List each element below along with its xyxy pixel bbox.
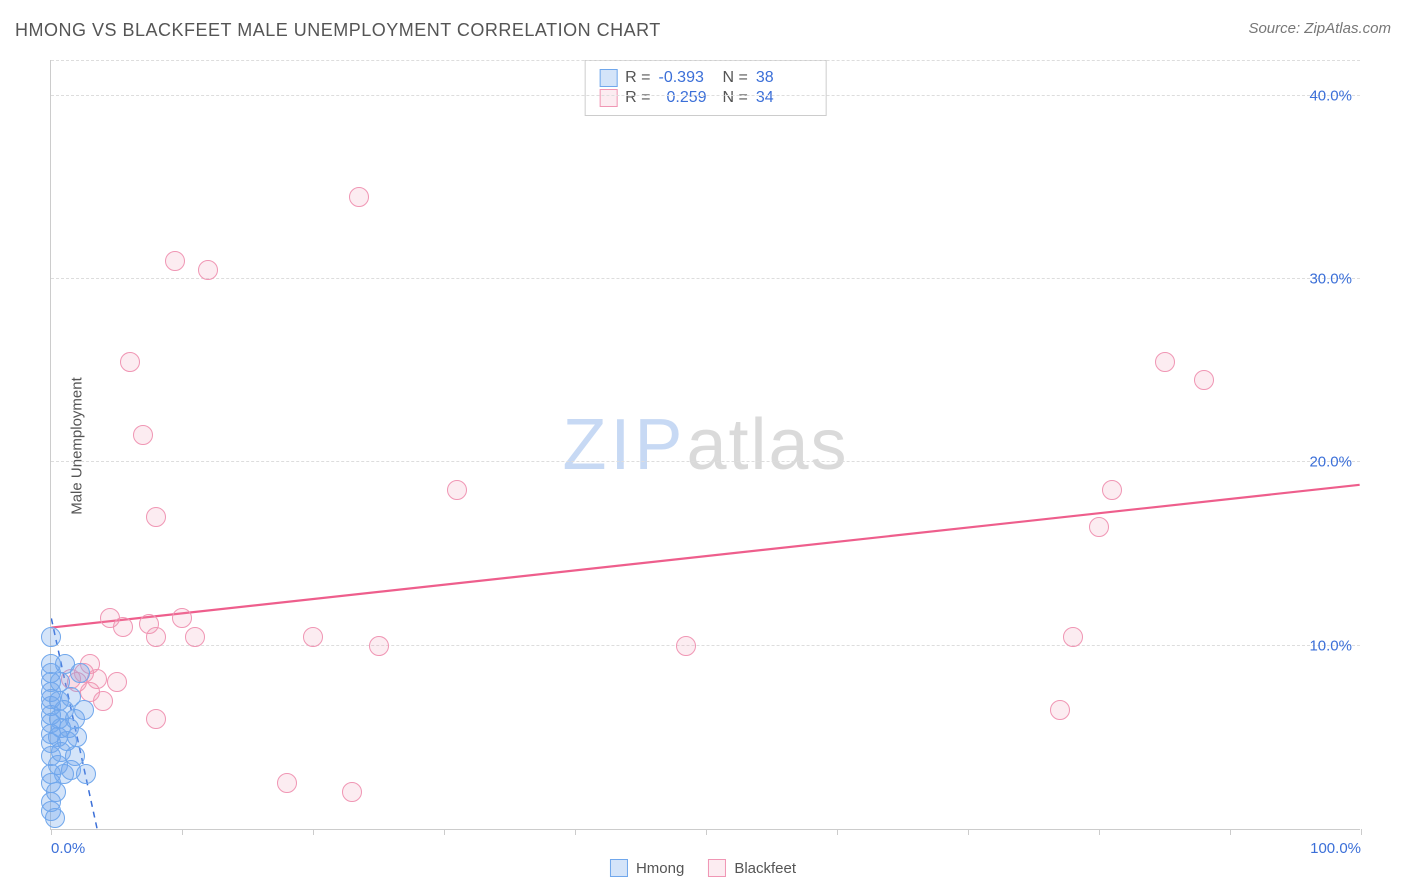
gridline <box>51 645 1360 646</box>
hmong-marker <box>65 746 85 766</box>
gridline <box>51 461 1360 462</box>
x-tick <box>1230 829 1231 835</box>
swatch-hmong-icon <box>610 859 628 877</box>
n-value-hmong: 38 <box>756 69 812 87</box>
x-tick <box>837 829 838 835</box>
x-tick <box>1361 829 1362 835</box>
stats-row-blackfeet: R = 0.259 N = 34 <box>599 89 812 107</box>
blackfeet-marker <box>303 627 323 647</box>
blackfeet-marker <box>146 507 166 527</box>
blackfeet-marker <box>676 636 696 656</box>
blackfeet-marker <box>1063 627 1083 647</box>
blackfeet-marker <box>165 251 185 271</box>
blackfeet-trendline <box>51 485 1359 628</box>
x-tick-label: 100.0% <box>1310 840 1361 857</box>
series-legend: Hmong Blackfeet <box>610 859 796 877</box>
blackfeet-marker <box>146 627 166 647</box>
source-label: Source: ZipAtlas.com <box>1248 20 1391 37</box>
blackfeet-marker <box>113 617 133 637</box>
blackfeet-marker <box>87 669 107 689</box>
n-label: N = <box>723 69 748 87</box>
swatch-hmong-icon <box>599 69 617 87</box>
n-value-blackfeet: 34 <box>756 89 812 107</box>
blackfeet-marker <box>120 352 140 372</box>
blackfeet-marker <box>277 773 297 793</box>
y-tick-label: 10.0% <box>1309 637 1352 654</box>
r-value-blackfeet: 0.259 <box>659 89 715 107</box>
legend-item-blackfeet: Blackfeet <box>708 859 796 877</box>
blackfeet-marker <box>198 260 218 280</box>
x-tick <box>706 829 707 835</box>
hmong-marker <box>70 663 90 683</box>
blackfeet-marker <box>349 187 369 207</box>
blackfeet-marker <box>133 425 153 445</box>
blackfeet-marker <box>1102 480 1122 500</box>
n-label: N = <box>723 89 748 107</box>
blackfeet-marker <box>447 480 467 500</box>
blackfeet-marker <box>185 627 205 647</box>
x-tick <box>444 829 445 835</box>
watermark: ZIPatlas <box>562 404 848 486</box>
blackfeet-marker <box>107 672 127 692</box>
hmong-marker <box>76 764 96 784</box>
hmong-marker <box>46 782 66 802</box>
trendlines-layer <box>51 60 1360 829</box>
y-tick-label: 20.0% <box>1309 454 1352 471</box>
x-tick <box>182 829 183 835</box>
legend-item-hmong: Hmong <box>610 859 684 877</box>
x-tick-label: 0.0% <box>51 840 85 857</box>
swatch-blackfeet-icon <box>708 859 726 877</box>
hmong-marker <box>67 727 87 747</box>
r-value-hmong: -0.393 <box>659 69 715 87</box>
hmong-marker <box>74 700 94 720</box>
x-tick <box>313 829 314 835</box>
y-tick-label: 40.0% <box>1309 87 1352 104</box>
gridline <box>51 95 1360 96</box>
hmong-marker <box>45 808 65 828</box>
x-tick <box>1099 829 1100 835</box>
blackfeet-marker <box>342 782 362 802</box>
blackfeet-marker <box>1050 700 1070 720</box>
blackfeet-marker <box>93 691 113 711</box>
scatter-plot: ZIPatlas R = -0.393 N = 38 R = 0.259 N =… <box>50 60 1360 830</box>
legend-label-hmong: Hmong <box>636 860 684 877</box>
gridline <box>51 60 1360 61</box>
legend-label-blackfeet: Blackfeet <box>734 860 796 877</box>
blackfeet-marker <box>1155 352 1175 372</box>
swatch-blackfeet-icon <box>599 89 617 107</box>
blackfeet-marker <box>369 636 389 656</box>
r-label: R = <box>625 89 650 107</box>
x-tick <box>575 829 576 835</box>
stats-row-hmong: R = -0.393 N = 38 <box>599 69 812 87</box>
y-tick-label: 30.0% <box>1309 271 1352 288</box>
stats-legend: R = -0.393 N = 38 R = 0.259 N = 34 <box>584 60 827 116</box>
blackfeet-marker <box>172 608 192 628</box>
hmong-marker <box>41 627 61 647</box>
blackfeet-marker <box>146 709 166 729</box>
gridline <box>51 278 1360 279</box>
x-tick <box>51 829 52 835</box>
r-label: R = <box>625 69 650 87</box>
blackfeet-marker <box>1089 517 1109 537</box>
chart-title: HMONG VS BLACKFEET MALE UNEMPLOYMENT COR… <box>15 20 661 41</box>
x-tick <box>968 829 969 835</box>
blackfeet-marker <box>1194 370 1214 390</box>
